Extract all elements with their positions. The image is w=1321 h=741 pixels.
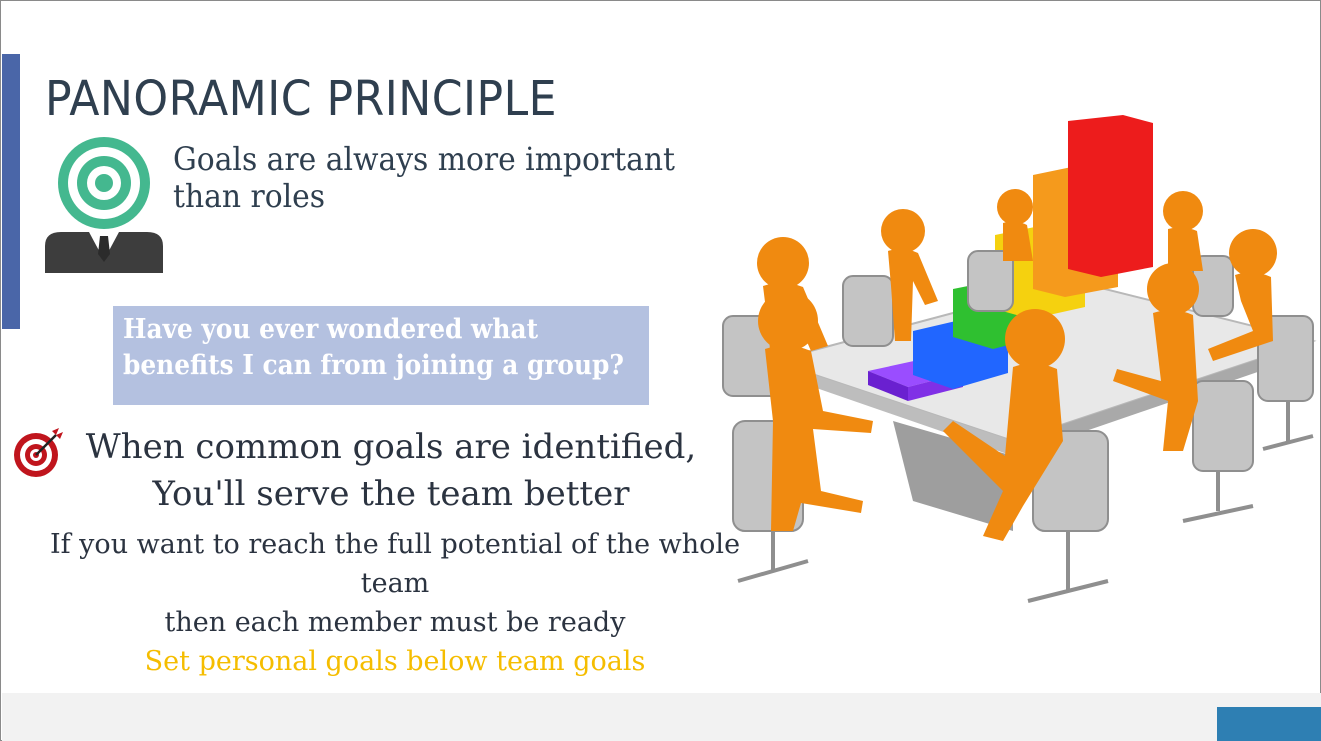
question-box: Have you ever wondered what benefits I c… (113, 306, 649, 405)
footer-accent-square (1217, 707, 1321, 741)
potential-line-1: If you want to reach the full potential … (49, 529, 741, 560)
common-goals-text: When common goals are identified, You'll… (61, 424, 721, 518)
goal-line-1: Goals are always more important (173, 140, 675, 178)
potential-line-3: then each member must be ready (164, 607, 626, 638)
goal-statement: Goals are always more important than rol… (173, 141, 694, 215)
potential-text: If you want to reach the full potential … (49, 525, 741, 642)
common-line-1: When common goals are identified, (85, 427, 697, 467)
footer-band (2, 693, 1321, 741)
question-text: Have you ever wondered what benefits I c… (123, 312, 638, 384)
goal-line-2: than roles (173, 177, 326, 215)
team-meeting-bar-chart-illustration (722, 115, 1317, 603)
person-with-target-head-icon (45, 137, 163, 273)
question-line-2: benefits I can from joining a group? (123, 350, 624, 381)
question-line-1: Have you ever wondered what (123, 314, 539, 345)
personal-goals-text: Set personal goals below team goals (144, 646, 646, 677)
common-line-2: You'll serve the team better (152, 474, 630, 514)
slide-title: PANORAMIC PRINCIPLE (45, 71, 558, 127)
potential-line-2: team (360, 568, 430, 599)
target-arrow-icon (14, 428, 63, 477)
accent-bar (2, 54, 20, 329)
